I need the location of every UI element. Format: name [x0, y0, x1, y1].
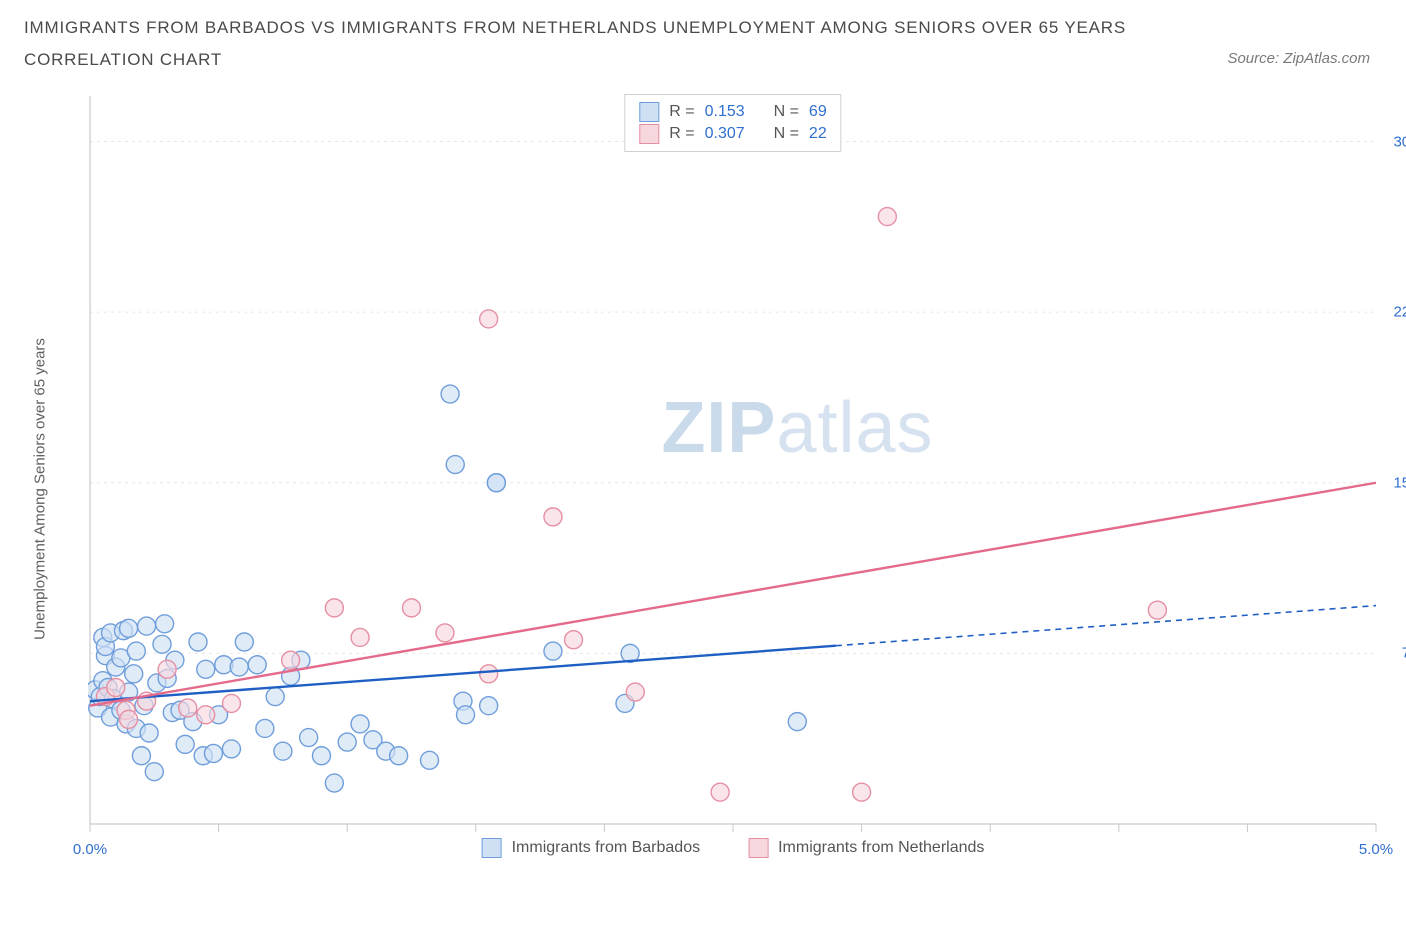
- stat-N-label: N =: [774, 123, 799, 145]
- y-tick-label: 15.0%: [1393, 474, 1406, 491]
- swatch-barbados-bottom: [482, 838, 502, 858]
- y-tick-label: 30.0%: [1393, 133, 1406, 150]
- x-tick-label: 5.0%: [1359, 841, 1393, 858]
- y-tick-label: 22.5%: [1393, 304, 1406, 321]
- y-axis-label: Unemployment Among Seniors over 65 years: [32, 338, 49, 640]
- stat-R-netherlands: 0.307: [705, 123, 745, 145]
- scatter-chart-svg: [88, 94, 1378, 854]
- page-title-line2: CORRELATION CHART: [24, 50, 1382, 70]
- legend-label-barbados: Immigrants from Barbados: [512, 839, 701, 857]
- stat-N-barbados: 69: [809, 101, 827, 123]
- stat-N-netherlands: 22: [809, 123, 827, 145]
- plot-area: ZIPatlas R = 0.153 N = 69 R = 0.307 N = …: [88, 94, 1378, 854]
- stats-legend: R = 0.153 N = 69 R = 0.307 N = 22: [624, 94, 841, 152]
- chart-container: Unemployment Among Seniors over 65 years…: [60, 94, 1390, 884]
- stats-row-netherlands: R = 0.307 N = 22: [639, 123, 826, 145]
- stat-R-barbados: 0.153: [705, 101, 745, 123]
- swatch-barbados: [639, 102, 659, 122]
- swatch-netherlands-bottom: [748, 838, 768, 858]
- x-tick-label: 0.0%: [73, 841, 107, 858]
- stats-row-barbados: R = 0.153 N = 69: [639, 101, 826, 123]
- stat-R-label: R =: [669, 123, 694, 145]
- page-title-line1: IMMIGRANTS FROM BARBADOS VS IMMIGRANTS F…: [24, 18, 1382, 38]
- series-legend: Immigrants from Barbados Immigrants from…: [482, 838, 985, 858]
- stat-N-label: N =: [774, 101, 799, 123]
- source-label: Source: ZipAtlas.com: [1227, 50, 1370, 67]
- stat-R-label: R =: [669, 101, 694, 123]
- legend-label-netherlands: Immigrants from Netherlands: [778, 839, 984, 857]
- legend-item-netherlands: Immigrants from Netherlands: [748, 838, 984, 858]
- legend-item-barbados: Immigrants from Barbados: [482, 838, 701, 858]
- swatch-netherlands: [639, 124, 659, 144]
- y-tick-label: 7.5%: [1402, 645, 1406, 662]
